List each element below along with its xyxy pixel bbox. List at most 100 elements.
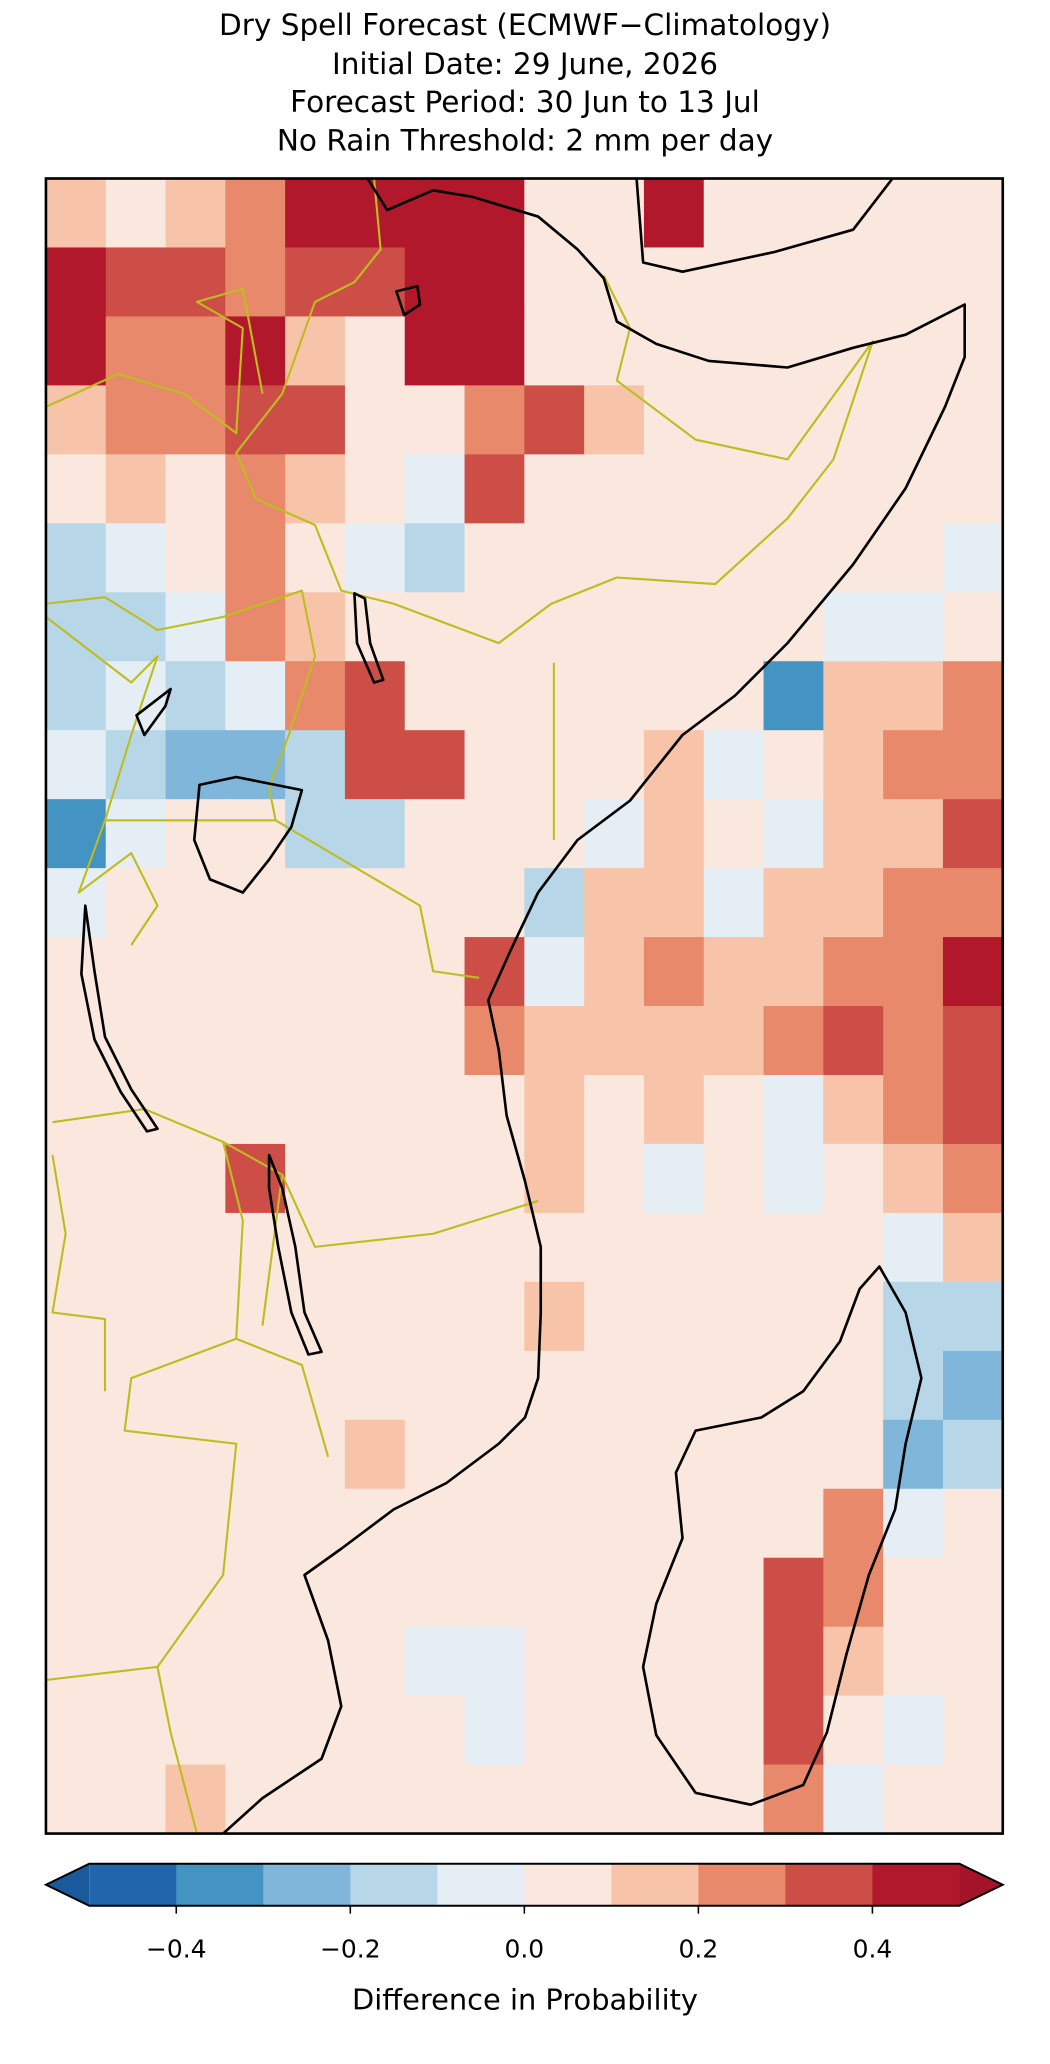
colorbar-swatch (263, 1863, 351, 1906)
grid-cell (285, 316, 346, 387)
grid-cell (165, 1488, 226, 1559)
grid-cell (404, 1006, 466, 1076)
grid-cell (883, 1006, 944, 1076)
grid-cell (763, 523, 825, 593)
grid-cell (45, 1350, 107, 1421)
grid-cell (703, 1557, 765, 1628)
grid-cell (45, 730, 107, 800)
grid-cell (584, 523, 645, 593)
colorbar-swatch (350, 1863, 438, 1906)
grid-cell (584, 868, 645, 938)
grid-cell (225, 592, 286, 662)
grid-cell (703, 454, 765, 524)
grid-cell (883, 1143, 944, 1214)
grid-cell (823, 1626, 884, 1697)
grid-cell (404, 1143, 466, 1214)
grid-cell (105, 1488, 167, 1559)
grid-cell (584, 1764, 645, 1834)
grid-cell (643, 454, 705, 524)
grid-cell (165, 937, 226, 1007)
grid-cell (942, 1764, 1003, 1834)
grid-cell (643, 178, 705, 249)
grid-cell (703, 592, 765, 662)
grid-cell (584, 661, 645, 731)
grid-cell (165, 1006, 226, 1076)
grid-cell (823, 592, 884, 662)
grid-cell (703, 1764, 765, 1834)
map-lines (45, 178, 966, 1834)
grid-cell (823, 799, 884, 869)
grid-cell (285, 937, 346, 1007)
grid-cell (225, 1006, 286, 1076)
colorbar-tick-label: −0.4 (146, 1934, 207, 1963)
grid-cell (703, 730, 765, 800)
grid-cell (225, 385, 286, 456)
grid-cell (45, 1488, 107, 1559)
lake (267, 1153, 323, 1356)
grid-cell (225, 1488, 286, 1559)
grid-cell (464, 661, 525, 731)
grid-cell (883, 799, 944, 869)
grid-cell (703, 247, 765, 318)
border (45, 616, 555, 946)
grid-cell (105, 1281, 167, 1352)
grid-cell (524, 1350, 585, 1421)
grid-cell (524, 1419, 585, 1490)
colorbar-swatch (785, 1863, 873, 1906)
grid-cell (404, 661, 466, 731)
grid-cell (942, 1695, 1003, 1766)
grid-cell (763, 937, 825, 1007)
grid-cell (703, 1143, 765, 1214)
grid-cell (285, 661, 346, 731)
grid-cell (942, 523, 1003, 593)
grid-cell (584, 592, 645, 662)
grid-cell (763, 316, 825, 387)
grid-cell (643, 1281, 705, 1352)
colorbar-swatch (524, 1863, 612, 1906)
grid-cell (45, 937, 107, 1007)
grid-cell (165, 178, 226, 249)
grid-cell (883, 523, 944, 593)
grid-cell (225, 178, 286, 249)
coastline (222, 178, 966, 1834)
grid-cell (703, 937, 765, 1007)
colorbar-tick-label: 0.2 (679, 1934, 719, 1963)
grid-cell (225, 1557, 286, 1628)
grid-cell (643, 247, 705, 318)
grid-cell (883, 1695, 944, 1766)
grid-cell (225, 523, 286, 593)
grid-cell (883, 868, 944, 938)
grid-cell (404, 1419, 466, 1490)
grid-cell (823, 178, 884, 249)
grid-cell (942, 1557, 1003, 1628)
grid-cell (703, 385, 765, 456)
grid-cell (344, 1557, 406, 1628)
grid-cell (883, 1074, 944, 1145)
grid-cell (45, 316, 107, 387)
grid-cell (464, 1695, 525, 1766)
grid-cell (703, 1488, 765, 1559)
grid-cell (285, 799, 346, 869)
grid-cell (285, 454, 346, 524)
grid-cell (942, 1074, 1003, 1145)
grid-cell (225, 799, 286, 869)
grid-cell (942, 1281, 1003, 1352)
grid-cell (584, 1488, 645, 1559)
colorbar-swatch (437, 1863, 525, 1906)
grid-cell (942, 178, 1003, 249)
grid-cell (344, 1006, 406, 1076)
grid-cell (105, 1006, 167, 1076)
grid-cell (225, 937, 286, 1007)
grid-cell (225, 1626, 286, 1697)
grid-cell (165, 1695, 226, 1766)
grid-cell (285, 1006, 346, 1076)
colorbar-label: Difference in Probability (352, 1983, 698, 2017)
grid-cell (105, 1350, 167, 1421)
grid-cell (643, 385, 705, 456)
grid-cell (823, 1764, 884, 1834)
grid-cell (285, 1488, 346, 1559)
grid-cell (285, 1695, 346, 1766)
grid-cell (883, 1488, 944, 1559)
grid-cell (165, 1626, 226, 1697)
